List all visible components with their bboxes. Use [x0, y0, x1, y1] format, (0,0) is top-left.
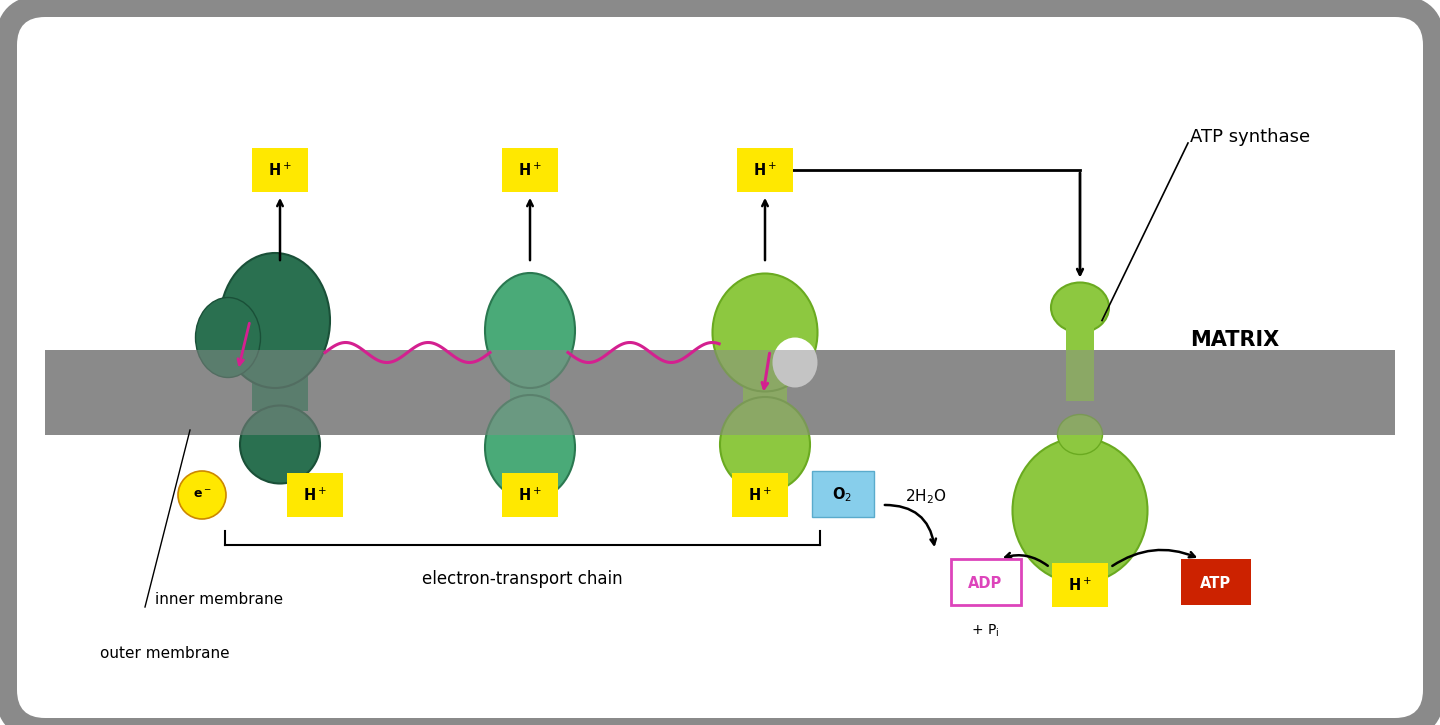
Text: ATP synthase: ATP synthase	[1189, 128, 1310, 146]
Bar	[503, 473, 559, 517]
Bar	[1181, 559, 1251, 605]
Ellipse shape	[1051, 283, 1109, 333]
Bar	[950, 559, 1021, 605]
Bar	[252, 148, 308, 192]
Bar	[1053, 563, 1107, 607]
Text: outer membrane: outer membrane	[99, 645, 229, 660]
FancyBboxPatch shape	[17, 17, 1423, 718]
Ellipse shape	[1057, 415, 1103, 455]
Text: ATP: ATP	[1200, 576, 1231, 590]
Text: O$_2$: O$_2$	[832, 486, 852, 505]
Text: e$^-$: e$^-$	[193, 489, 212, 502]
Bar	[252, 355, 308, 410]
Ellipse shape	[196, 297, 261, 378]
Ellipse shape	[1012, 438, 1148, 583]
Text: H$^+$: H$^+$	[518, 162, 541, 178]
Bar	[1066, 302, 1094, 400]
Text: H$^+$: H$^+$	[302, 486, 327, 504]
Text: inner membrane: inner membrane	[156, 592, 284, 608]
Text: electron-transport chain: electron-transport chain	[422, 570, 624, 588]
Bar	[287, 473, 343, 517]
Text: + P$_\mathregular{i}$: + P$_\mathregular{i}$	[971, 623, 999, 639]
Circle shape	[179, 471, 226, 519]
Bar	[812, 471, 874, 517]
Text: H$^+$: H$^+$	[518, 486, 541, 504]
Text: H$^+$: H$^+$	[747, 486, 772, 504]
Bar	[45, 350, 1395, 435]
Text: H$^+$: H$^+$	[268, 162, 292, 178]
Bar	[732, 473, 788, 517]
Ellipse shape	[720, 397, 809, 492]
Text: 2H$_2$O: 2H$_2$O	[904, 488, 946, 506]
Bar	[510, 363, 550, 407]
Text: H$^+$: H$^+$	[1068, 576, 1092, 594]
Ellipse shape	[240, 405, 320, 484]
Text: H$^+$: H$^+$	[753, 162, 778, 178]
Ellipse shape	[772, 338, 818, 387]
Ellipse shape	[713, 273, 818, 392]
Ellipse shape	[485, 273, 575, 388]
Bar	[737, 148, 793, 192]
Ellipse shape	[485, 395, 575, 500]
Ellipse shape	[220, 253, 330, 388]
Bar	[743, 365, 788, 407]
Bar	[503, 148, 559, 192]
Text: ADP: ADP	[968, 576, 1002, 590]
Text: MATRIX: MATRIX	[1189, 330, 1279, 350]
Bar	[45, 350, 1395, 435]
